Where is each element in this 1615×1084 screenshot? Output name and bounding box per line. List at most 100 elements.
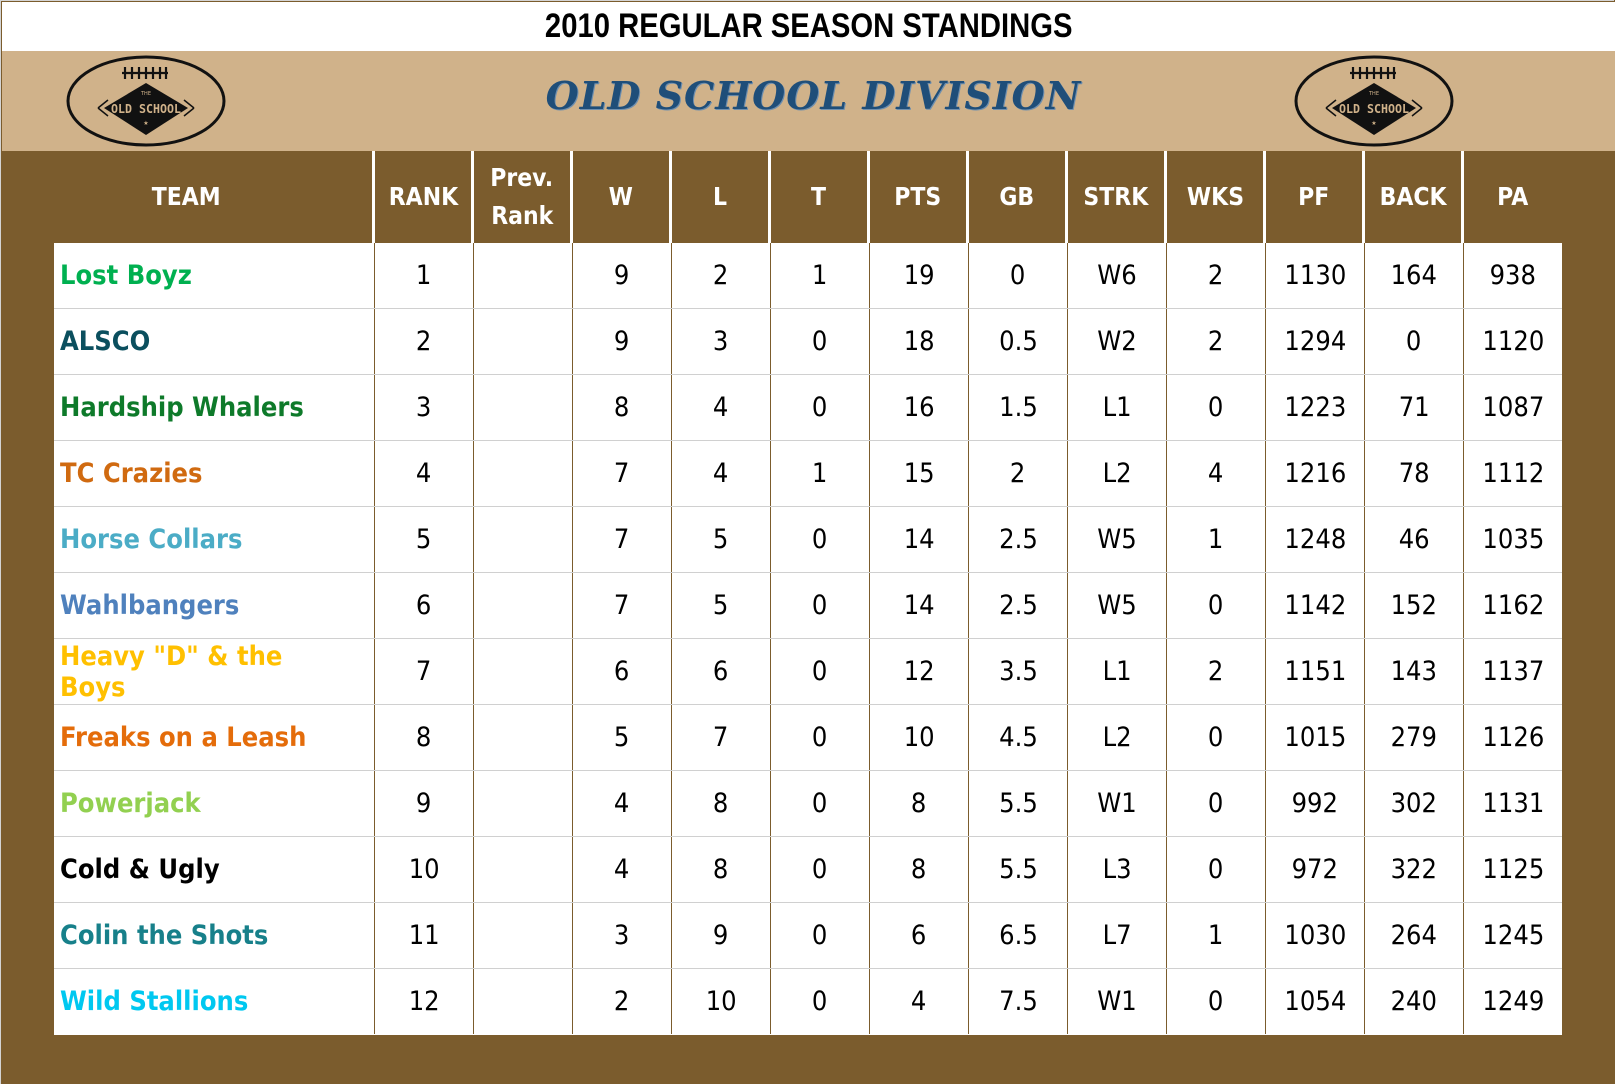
back-cell: 279 — [1365, 705, 1464, 770]
table-row: Hardship Whalers 3 8 4 0 16 1.5 L1 0 122… — [54, 375, 1562, 441]
points-for-cell: 1294 — [1266, 309, 1365, 374]
table-row: ALSCO 2 9 3 0 18 0.5 W2 2 1294 0 1120 — [54, 309, 1562, 375]
streak-cell: W2 — [1068, 309, 1167, 374]
wins-cell: 9 — [573, 309, 672, 374]
points-against-cell: 1131 — [1482, 788, 1544, 819]
ties-cell: 1 — [771, 441, 870, 506]
column-header-points-against: PA — [1497, 182, 1529, 211]
streak-cell: L1 — [1068, 375, 1167, 440]
wins-cell: 2 — [573, 969, 672, 1034]
ties-cell: 0 — [771, 903, 870, 968]
table-row: Freaks on a Leash 8 5 7 0 10 4.5 L2 0 10… — [54, 705, 1562, 771]
games-back-cell: 5.5 — [969, 837, 1068, 902]
wins-cell: 7 — [573, 507, 672, 572]
wins-cell: 4 — [573, 771, 672, 836]
team-name-cell: Hardship Whalers — [54, 375, 375, 440]
streak-cell: W1 — [1068, 969, 1167, 1034]
streak-cell: W1 — [1068, 771, 1167, 836]
table-row: Heavy "D" & the Boys 7 6 6 0 12 3.5 L1 2… — [54, 639, 1562, 705]
streak-cell: L3 — [1068, 837, 1167, 902]
points-against-cell: 1112 — [1482, 458, 1544, 489]
back-cell: 71 — [1365, 375, 1464, 440]
back-cell: 0 — [1365, 309, 1464, 374]
rank-cell: 10 — [375, 837, 474, 902]
losses-cell: 4 — [672, 441, 771, 506]
team-name-cell: Colin the Shots — [54, 903, 375, 968]
old-school-football-logo-icon: THE OLD SCHOOL ★ — [1294, 55, 1454, 147]
team-name: Powerjack — [60, 788, 201, 819]
points-for-cell: 1151 — [1266, 639, 1365, 704]
games-back-cell: 2 — [969, 441, 1068, 506]
points-for-cell: 1216 — [1266, 441, 1365, 506]
column-header-weeks: WKS — [1167, 151, 1266, 243]
points-for-cell: 1015 — [1266, 705, 1365, 770]
team-name: Wild Stallions — [60, 986, 249, 1017]
team-name-cell: Cold & Ugly — [54, 837, 375, 902]
back-cell: 46 — [1365, 507, 1464, 572]
column-header-back: BACK — [1365, 151, 1464, 243]
losses-cell: 2 — [672, 243, 771, 308]
streak-cell: L7 — [1068, 903, 1167, 968]
table-row: Horse Collars 5 7 5 0 14 2.5 W5 1 1248 4… — [54, 507, 1562, 573]
prev-rank-cell — [474, 771, 573, 836]
team-name: Hardship Whalers — [60, 392, 304, 423]
back-cell: 302 — [1365, 771, 1464, 836]
column-header-losses: L — [672, 151, 771, 243]
prev-rank-cell — [474, 969, 573, 1034]
rank-cell: 9 — [375, 771, 474, 836]
streak-cell: L2 — [1068, 705, 1167, 770]
wins-cell: 9 — [573, 243, 672, 308]
wins-cell: 4 — [573, 837, 672, 902]
weeks-cell: 2 — [1167, 309, 1266, 374]
weeks-cell: 0 — [1167, 375, 1266, 440]
games-back-cell: 7.5 — [969, 969, 1068, 1034]
column-header-wins: W — [573, 151, 672, 243]
points-for-cell: 972 — [1266, 837, 1365, 902]
points-for-cell: 1054 — [1266, 969, 1365, 1034]
page-title: 2010 REGULAR SEASON STANDINGS — [544, 7, 1073, 45]
points-cell: 15 — [870, 441, 969, 506]
back-cell: 322 — [1365, 837, 1464, 902]
weeks-cell: 0 — [1167, 705, 1266, 770]
points-against-cell: 1126 — [1482, 722, 1544, 753]
weeks-cell: 2 — [1167, 639, 1266, 704]
back-cell: 152 — [1365, 573, 1464, 638]
streak-cell: L1 — [1068, 639, 1167, 704]
wins-cell: 6 — [573, 639, 672, 704]
rank-cell: 3 — [375, 375, 474, 440]
wins-cell: 5 — [573, 705, 672, 770]
column-header-row: TEAM RANK Prev. Rank W L T PTS GB STRK WK… — [1, 151, 1615, 243]
losses-cell: 4 — [672, 375, 771, 440]
table-row: Colin the Shots 11 3 9 0 6 6.5 L7 1 1030… — [54, 903, 1562, 969]
prev-rank-cell — [474, 507, 573, 572]
prev-rank-cell — [474, 639, 573, 704]
division-title: OLD SCHOOL DIVISION — [545, 73, 1082, 118]
points-cell: 14 — [870, 507, 969, 572]
games-back-cell: 6.5 — [969, 903, 1068, 968]
rank-cell: 2 — [375, 309, 474, 374]
rank-cell: 4 — [375, 441, 474, 506]
weeks-cell: 4 — [1167, 441, 1266, 506]
column-header-rank: RANK — [375, 151, 474, 243]
rank-cell: 12 — [375, 969, 474, 1034]
back-cell: 264 — [1365, 903, 1464, 968]
wins-cell: 7 — [573, 441, 672, 506]
rank-cell: 8 — [375, 705, 474, 770]
weeks-cell: 0 — [1167, 837, 1266, 902]
rank-cell: 1 — [375, 243, 474, 308]
column-header-points: PTS — [870, 151, 969, 243]
table-row: TC Crazies 4 7 4 1 15 2 L2 4 1216 78 111… — [54, 441, 1562, 507]
points-for-cell: 1248 — [1266, 507, 1365, 572]
losses-cell: 5 — [672, 573, 771, 638]
points-cell: 14 — [870, 573, 969, 638]
column-header-ties: T — [771, 151, 870, 243]
ties-cell: 0 — [771, 573, 870, 638]
wins-cell: 3 — [573, 903, 672, 968]
column-header-games-back: GB — [969, 151, 1068, 243]
losses-cell: 9 — [672, 903, 771, 968]
points-against-cell: 1249 — [1482, 986, 1544, 1017]
team-name-cell: Wild Stallions — [54, 969, 375, 1034]
team-name: Cold & Ugly — [60, 854, 220, 885]
team-name: ALSCO — [60, 326, 151, 357]
